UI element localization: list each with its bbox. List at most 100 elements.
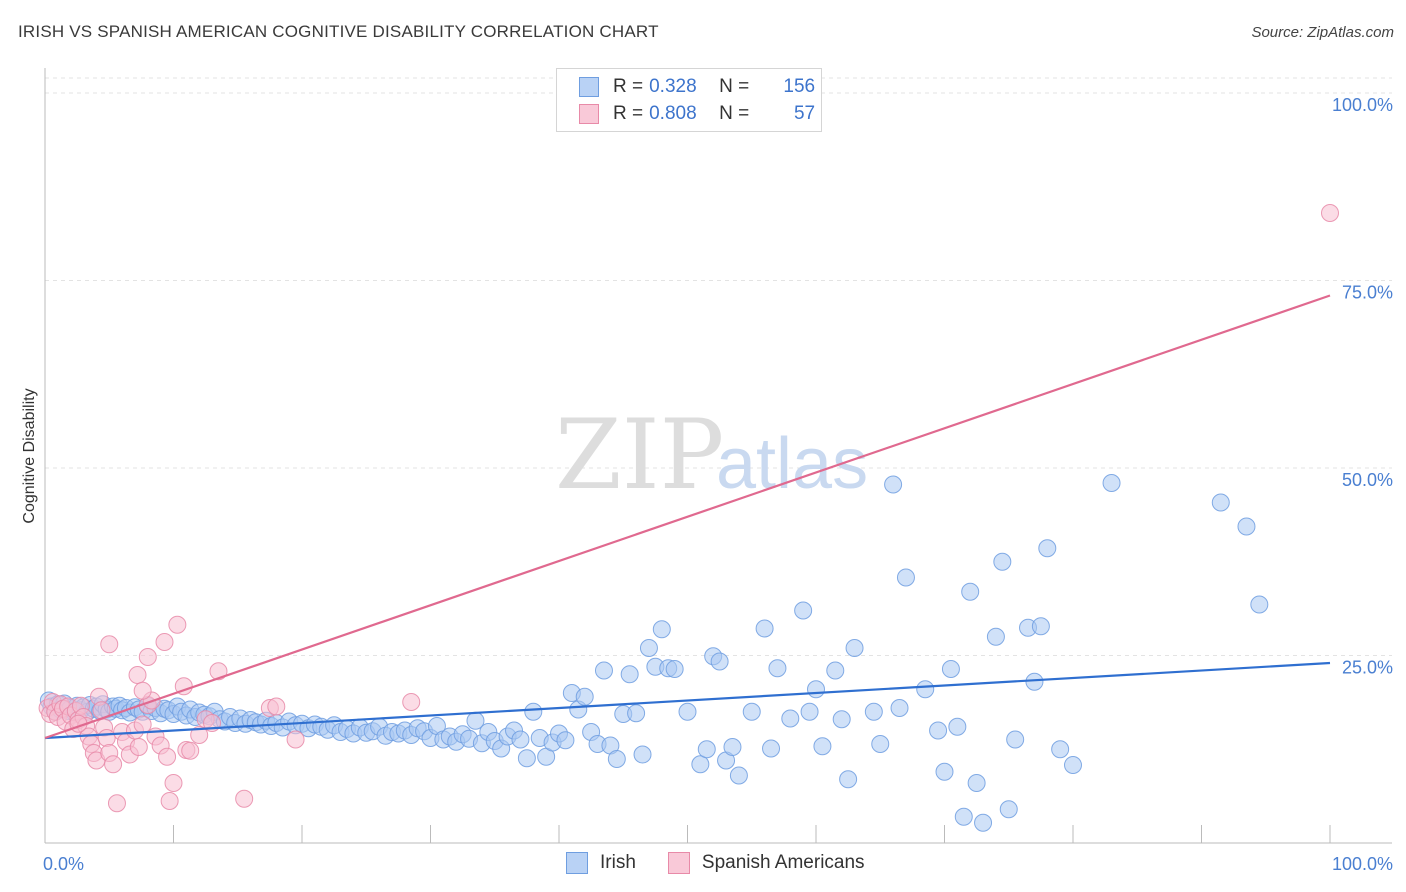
data-point	[800, 702, 819, 721]
y-tick-label: 100.0%	[1332, 95, 1393, 115]
data-point	[845, 639, 864, 657]
data-point	[1250, 595, 1269, 614]
data-point	[864, 702, 883, 721]
spanish-swatch	[579, 104, 599, 124]
data-point	[961, 582, 980, 601]
source-label: Source: ZipAtlas.com	[1251, 24, 1394, 41]
data-point	[517, 749, 536, 768]
data-point	[710, 652, 729, 671]
legend-n-label: N =	[719, 103, 750, 124]
data-point	[128, 666, 147, 684]
data-point	[633, 745, 652, 764]
data-point	[158, 747, 177, 766]
data-point	[652, 620, 671, 639]
irish-swatch	[566, 852, 588, 874]
data-point	[890, 699, 909, 717]
data-point	[781, 709, 800, 728]
bottom-legend-spanish-label: Spanish Americans	[701, 852, 865, 873]
data-point	[1031, 617, 1050, 636]
y-tick-label: 75.0%	[1342, 283, 1393, 303]
data-point	[1064, 756, 1082, 774]
data-point	[986, 627, 1005, 646]
data-point	[871, 735, 890, 753]
data-point	[1211, 493, 1230, 512]
legend-n-value: 156	[783, 76, 816, 97]
legend-r-label: R =	[613, 76, 644, 97]
data-point	[839, 770, 858, 789]
data-point	[807, 680, 825, 699]
data-point	[813, 737, 832, 756]
data-point	[935, 762, 954, 781]
data-point	[104, 755, 123, 774]
legend: R = 0.328 N = 156 R = 0.808 N = 57	[556, 68, 822, 132]
legend-r-value: 0.328	[649, 76, 697, 97]
data-point	[164, 774, 183, 792]
tick-labels: 25.0% 50.0% 75.0% 100.0% 0.0% 100.0%	[43, 95, 1393, 874]
data-point	[665, 660, 684, 678]
bottom-legend-irish: Irish	[566, 852, 636, 874]
y-tick-label: 50.0%	[1342, 470, 1393, 490]
data-point	[826, 661, 845, 680]
data-point	[993, 552, 1012, 571]
bottom-legend: Irish Spanish Americans	[566, 852, 897, 874]
data-point	[267, 697, 286, 716]
grid-lines	[45, 77, 1392, 656]
bottom-legend-irish-label: Irish	[600, 852, 636, 873]
data-point	[832, 710, 851, 729]
data-point	[974, 813, 993, 832]
data-point	[1006, 730, 1025, 749]
data-point	[160, 792, 179, 810]
y-tick-label: 25.0%	[1342, 658, 1393, 678]
data-point	[768, 659, 787, 678]
data-point	[524, 702, 543, 721]
data-point	[594, 661, 613, 680]
data-point	[129, 738, 148, 756]
legend-r-value: 0.808	[649, 103, 697, 124]
data-point	[794, 601, 813, 620]
data-point	[999, 800, 1018, 819]
data-point	[100, 635, 119, 654]
data-point	[1051, 740, 1070, 759]
x-tick-label: 0.0%	[43, 854, 84, 874]
chart-title: IRISH VS SPANISH AMERICAN COGNITIVE DISA…	[18, 22, 659, 41]
legend-row-spanish: R = 0.808 N = 57	[579, 102, 815, 126]
data-point	[967, 774, 986, 792]
data-point	[620, 665, 639, 684]
data-point	[691, 755, 710, 774]
data-point	[181, 741, 200, 760]
data-point	[954, 807, 973, 826]
data-point	[575, 687, 594, 706]
data-point	[755, 619, 774, 638]
data-point	[1321, 204, 1339, 222]
spanish-points	[38, 204, 1339, 813]
watermark: ZIP atlas	[555, 399, 868, 511]
data-point	[1025, 672, 1044, 691]
data-point	[941, 660, 960, 678]
data-point	[723, 738, 742, 756]
data-point	[896, 568, 915, 587]
data-point	[639, 639, 658, 657]
data-point	[929, 721, 948, 740]
watermark-atlas: atlas	[716, 424, 868, 504]
data-point	[916, 680, 935, 699]
data-point	[729, 766, 748, 785]
bottom-legend-spanish: Spanish Americans	[667, 852, 865, 874]
y-axis-label: Cognitive Disability	[21, 388, 38, 523]
data-point	[1102, 474, 1121, 492]
x-tick-label: 100.0%	[1332, 854, 1393, 874]
data-point	[133, 681, 152, 700]
data-point	[948, 717, 967, 736]
spanish-swatch	[667, 852, 690, 874]
data-point	[133, 715, 152, 734]
data-point	[556, 731, 575, 750]
data-point	[607, 750, 626, 768]
irish-trend-line	[44, 661, 1331, 740]
data-point	[627, 704, 646, 723]
data-point	[209, 662, 228, 681]
data-point	[762, 739, 781, 758]
data-point	[138, 648, 157, 666]
data-point	[1038, 539, 1057, 558]
legend-row-irish: R = 0.328 N = 156	[579, 75, 815, 99]
spanish-trend-line	[44, 294, 1331, 740]
trend-lines	[44, 294, 1331, 740]
